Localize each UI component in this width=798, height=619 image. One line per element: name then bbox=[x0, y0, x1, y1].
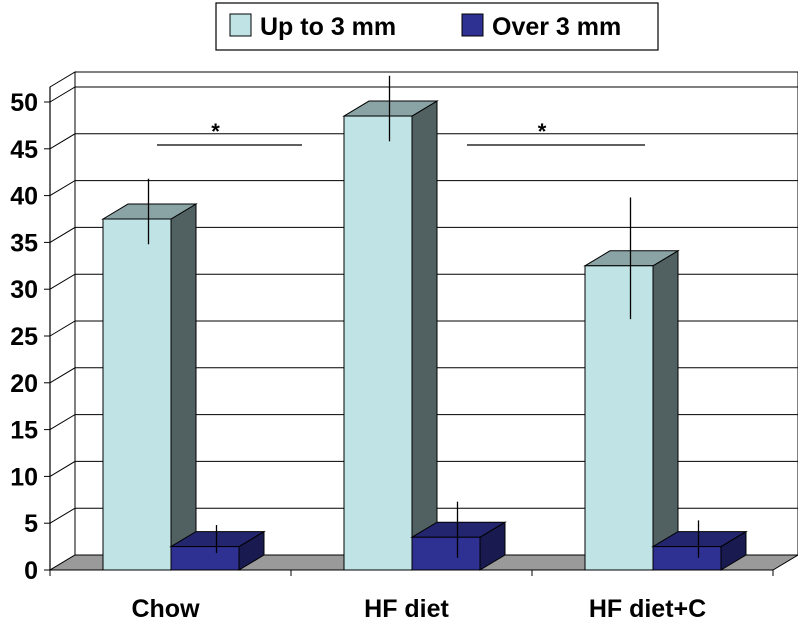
gridline bbox=[49, 133, 798, 150]
y-tick-label: 15 bbox=[10, 417, 38, 445]
gridline bbox=[49, 320, 798, 337]
bar-side bbox=[170, 203, 197, 571]
bar-front bbox=[652, 546, 722, 571]
bar bbox=[342, 100, 439, 571]
bar-front bbox=[170, 546, 240, 571]
bar-side bbox=[411, 100, 438, 571]
significance-star: * bbox=[211, 119, 220, 144]
y-axis-ticks: 0 5 10 15 20 25 30 35 40 45 50 bbox=[10, 87, 51, 585]
gridline bbox=[49, 414, 798, 431]
y-tick-label: 30 bbox=[10, 276, 38, 304]
bar bbox=[101, 203, 198, 571]
legend-entry: Over 3 mm bbox=[461, 13, 621, 41]
bar bbox=[410, 521, 507, 571]
y-tick-label: 25 bbox=[10, 323, 38, 351]
x-tick-label: HF diet+C bbox=[589, 595, 706, 619]
gridline bbox=[49, 460, 798, 477]
bar-side bbox=[652, 249, 679, 571]
grid-lines bbox=[49, 86, 798, 524]
bar bbox=[169, 530, 266, 571]
gridline bbox=[49, 86, 798, 103]
bar bbox=[583, 249, 680, 571]
bar-front bbox=[584, 265, 654, 571]
error-bars bbox=[147, 75, 700, 558]
legend-entry: Up to 3 mm bbox=[229, 13, 396, 41]
significance-annotations: * * bbox=[157, 119, 645, 146]
y-tick-label: 0 bbox=[24, 557, 38, 585]
y-tick-label: 50 bbox=[10, 89, 38, 117]
significance-bracket: * bbox=[157, 119, 302, 146]
significance-bracket: * bbox=[467, 119, 645, 146]
y-tick-label: 20 bbox=[10, 370, 38, 398]
bar-front bbox=[102, 218, 172, 571]
bars bbox=[101, 100, 748, 571]
legend-swatch bbox=[229, 13, 252, 37]
y-tick-label: 5 bbox=[24, 510, 38, 538]
bar bbox=[651, 530, 748, 571]
gridline bbox=[49, 367, 798, 384]
gridline bbox=[49, 180, 798, 197]
legend-swatch bbox=[461, 13, 484, 37]
y-tick-label: 10 bbox=[10, 463, 38, 491]
y-tick-label: 35 bbox=[10, 229, 38, 257]
gridline bbox=[49, 507, 798, 524]
x-tick-label: Chow bbox=[131, 595, 200, 619]
x-tick-label: HF diet bbox=[364, 595, 449, 619]
gridline bbox=[49, 226, 798, 243]
legend-label: Up to 3 mm bbox=[260, 13, 396, 41]
bar-front bbox=[411, 536, 481, 571]
significance-star: * bbox=[538, 119, 547, 144]
legend-box bbox=[215, 2, 659, 51]
legend: Up to 3 mm Over 3 mm bbox=[215, 2, 659, 51]
gridline bbox=[49, 273, 798, 290]
bar-front bbox=[343, 115, 413, 571]
legend-label: Over 3 mm bbox=[492, 13, 621, 41]
y-tick-label: 45 bbox=[10, 136, 38, 164]
y-tick-label: 40 bbox=[10, 183, 38, 211]
x-axis-ticks: Chow HF diet HF diet+C bbox=[49, 570, 774, 619]
